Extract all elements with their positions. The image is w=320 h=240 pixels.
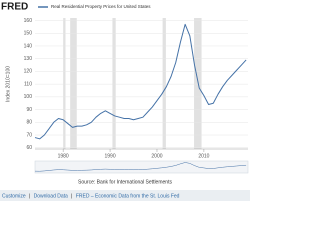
footer-bar	[0, 190, 250, 201]
logo[interactable]: FRED	[1, 2, 28, 13]
plot-area: 60 70 80 90 100 110 120 130 140 150 160 1980 1990 200…	[24, 18, 248, 159]
y-axis-label: Index 2010=100	[5, 66, 11, 102]
y-tick-label: 60	[26, 145, 32, 151]
footer-separator: |	[29, 193, 30, 199]
recession-band	[70, 18, 77, 149]
series-line	[34, 162, 247, 172]
y-tick-label: 90	[26, 107, 32, 113]
footer-link[interactable]: Customize	[2, 193, 26, 199]
y-tick-label: 110	[24, 81, 32, 87]
y-tick-label: 100	[24, 94, 33, 100]
footer-link[interactable]: FRED – Economic Data from the St. Louis …	[76, 193, 180, 199]
y-tick-label: 150	[24, 31, 33, 37]
recession-band	[63, 18, 66, 149]
page: {"logo": "FRED", "chart_data": { "type":…	[0, 0, 250, 201]
recession-band	[112, 18, 116, 149]
x-tick-label: 1990	[105, 153, 116, 159]
y-tick-label: 70	[26, 132, 32, 138]
navigator[interactable]	[34, 160, 249, 174]
footer: Customize | Download Data | FRED – Economic …	[2, 193, 180, 199]
navigator-series	[34, 162, 247, 172]
screenshot: FRED Real Residential Property Prices fo…	[0, 0, 250, 201]
y-tick-label: 140	[24, 43, 33, 49]
legend-label: Real Residential Property Prices for Uni…	[51, 4, 151, 9]
y-tick-label: 160	[24, 18, 33, 24]
y-tick-label: 120	[24, 69, 33, 75]
y-tick-label: 80	[26, 120, 32, 126]
series-line	[34, 23, 247, 140]
x-tick-label: 2000	[151, 153, 162, 159]
x-tick-label: 1980	[58, 153, 69, 159]
footer-separator: |	[71, 193, 72, 199]
x-tick-label: 2010	[198, 153, 209, 159]
y-tick-label: 130	[24, 56, 33, 62]
source: Source: Bank for International Settlemen…	[78, 179, 172, 185]
footer-link[interactable]: Download Data	[34, 193, 68, 199]
recession-band	[162, 18, 166, 149]
